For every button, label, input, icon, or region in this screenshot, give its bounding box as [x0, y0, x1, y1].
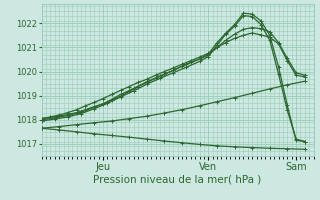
X-axis label: Pression niveau de la mer( hPa ): Pression niveau de la mer( hPa ): [93, 174, 262, 184]
